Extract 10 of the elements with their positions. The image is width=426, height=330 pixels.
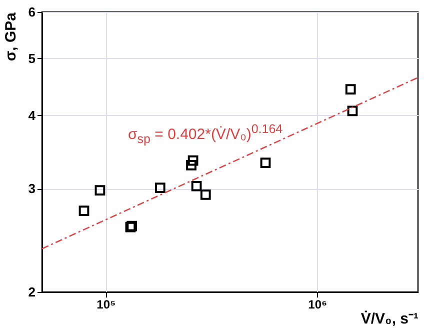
y-tick-label: 5	[28, 50, 36, 66]
y-tick-label: 3	[28, 181, 36, 196]
x-axis-title: V̇/V₀, s⁻¹	[360, 310, 418, 328]
annotation: σ$_{sp}$ = 0.402*(V̇/V₀)$^{0.164}$	[128, 122, 283, 146]
y-axis-title: σ, GPa	[2, 12, 20, 62]
y-tick-label: 6	[28, 4, 36, 20]
y-tick-label: 4	[28, 108, 36, 123]
y-tick-label: 2	[28, 284, 36, 300]
x-tick-label: 10⁶	[308, 298, 328, 312]
x-tick-label: 10⁵	[96, 298, 116, 312]
